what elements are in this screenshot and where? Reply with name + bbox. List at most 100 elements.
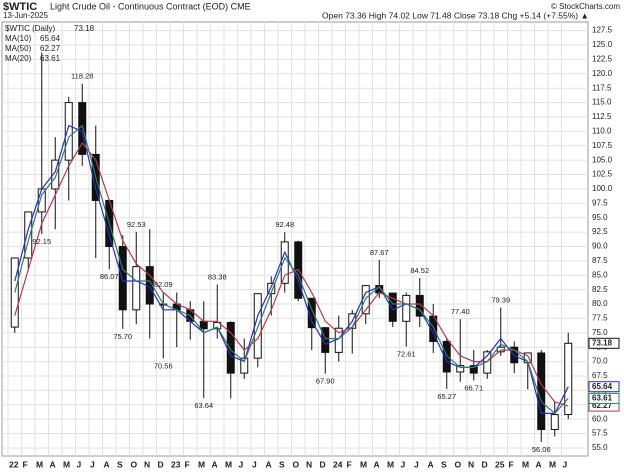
x-tick-label: F: [347, 459, 352, 469]
y-tick-label: 97.5: [592, 198, 608, 207]
value-tag-label: 63.61: [592, 393, 613, 402]
x-tick-label: D: [158, 459, 164, 469]
x-tick-label: J: [401, 459, 406, 469]
value-tag-label: 65.64: [592, 382, 613, 391]
annotation: 83.38: [208, 273, 227, 282]
legend-entry: MA(20): [5, 54, 32, 63]
credit: © StockCharts.com: [551, 2, 620, 11]
candle-body: [442, 340, 451, 373]
x-tick-label: A: [50, 459, 56, 469]
y-tick-label: 127.5: [592, 26, 613, 35]
candle-body: [240, 357, 249, 374]
legend-entry: MA(50): [5, 44, 32, 53]
y-tick-label: 120.0: [592, 69, 613, 78]
y-tick-label: 87.5: [592, 256, 608, 265]
x-tick-label: A: [212, 459, 218, 469]
candle-body: [10, 257, 19, 328]
legend-value: 65.64: [40, 34, 61, 43]
y-tick-label: 80.0: [592, 299, 608, 308]
value-tag-label: 62.27: [592, 401, 613, 410]
legend-entry: MA(10): [5, 34, 32, 43]
x-tick-label: F: [23, 459, 28, 469]
annotation: 92.53: [127, 220, 146, 229]
legend-entry: $WTIC (Daily): [5, 24, 56, 33]
y-tick-label: 85.0: [592, 270, 608, 279]
x-tick-label: J: [239, 459, 244, 469]
y-tick-label: 77.5: [592, 314, 608, 323]
candle-body: [118, 245, 127, 311]
x-tick-label: 23: [171, 459, 181, 469]
annotation: 92.48: [275, 220, 294, 229]
x-tick-label: A: [374, 459, 380, 469]
candle-body: [213, 321, 222, 330]
candle-body: [51, 159, 60, 190]
x-tick-label: J: [563, 459, 568, 469]
legend-value: 63.61: [40, 54, 61, 63]
x-tick-label: 25: [495, 459, 505, 469]
candle-body: [483, 351, 492, 374]
ma-line: [14, 124, 569, 415]
annotation: 65.27: [437, 392, 456, 401]
y-tick-label: 55.0: [592, 443, 608, 452]
x-tick-label: F: [185, 459, 190, 469]
annotation: 63.64: [194, 401, 213, 410]
annotation: 82.09: [154, 280, 173, 289]
annotation: 75.70: [113, 332, 132, 341]
x-tick-label: N: [306, 459, 312, 469]
x-tick-label: M: [36, 459, 43, 469]
annotation: 79.39: [491, 296, 510, 305]
ma-line: [14, 141, 569, 407]
x-tick-label: N: [144, 459, 150, 469]
symbol: $WTIC: [3, 1, 37, 13]
value-tag-label: 73.18: [592, 338, 613, 347]
candle-body: [321, 327, 330, 353]
x-tick-label: F: [509, 459, 514, 469]
x-tick-label: A: [428, 459, 434, 469]
x-tick-label: M: [225, 459, 232, 469]
x-tick-label: S: [117, 459, 123, 469]
x-tick-label: M: [198, 459, 205, 469]
candle-body: [550, 414, 559, 431]
plot-frame: [1, 21, 589, 457]
y-tick-label: 67.5: [592, 371, 608, 380]
annotation: 66.71: [464, 384, 483, 393]
y-tick-label: 105.0: [592, 155, 613, 164]
x-tick-label: S: [279, 459, 285, 469]
legend-value: 73.18: [74, 24, 95, 33]
x-tick-label: J: [252, 459, 257, 469]
x-tick-label: A: [104, 459, 110, 469]
annotation: 86.07: [100, 272, 119, 281]
candle-body: [199, 320, 208, 330]
value-tag: [588, 381, 620, 393]
y-tick-label: 112.5: [592, 112, 612, 121]
y-tick-label: 110.0: [592, 126, 612, 135]
annotation: 87.67: [370, 248, 389, 257]
candle-body: [388, 292, 397, 322]
x-tick-label: A: [266, 459, 272, 469]
candle-body: [415, 294, 424, 317]
y-tick-label: 107.5: [592, 141, 613, 150]
x-tick-label: 24: [333, 459, 343, 469]
candle-body: [280, 241, 289, 284]
y-tick-label: 95.0: [592, 213, 608, 222]
annotation: 70.56: [154, 361, 173, 370]
annotation: 72.61: [397, 350, 416, 359]
y-tick-label: 60.0: [592, 414, 608, 423]
candle-body: [307, 297, 316, 329]
annotation: 118.28: [71, 72, 93, 81]
value-tag: [588, 337, 620, 349]
x-tick-label: N: [468, 459, 474, 469]
candle-body: [132, 266, 141, 311]
annotation: 56.06: [532, 445, 551, 454]
x-tick-label: M: [549, 459, 556, 469]
x-tick-label: M: [63, 459, 70, 469]
y-tick-label: 75.0: [592, 328, 608, 337]
y-tick-label: 90.0: [592, 242, 608, 251]
y-tick-label: 122.5: [592, 55, 613, 64]
x-tick-label: M: [360, 459, 367, 469]
y-tick-label: 92.5: [592, 227, 608, 236]
candle-body: [537, 352, 546, 431]
y-tick-label: 115.0: [592, 98, 612, 107]
x-tick-label: M: [387, 459, 394, 469]
value-tag: [588, 392, 620, 404]
